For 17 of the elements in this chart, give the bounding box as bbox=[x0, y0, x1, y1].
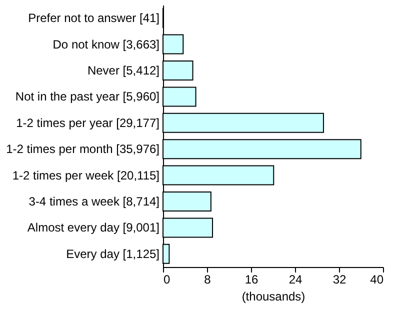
x-tick-label: 32 bbox=[332, 272, 346, 286]
y-tick-label: 1-2 times per week [20,115] bbox=[12, 168, 160, 182]
y-tick-label: Not in the past year [5,960] bbox=[15, 90, 160, 104]
y-tick-label: Never [5,412] bbox=[87, 64, 160, 78]
y-tick-label: Prefer not to answer [41] bbox=[28, 11, 160, 26]
x-tick-label: 0 bbox=[164, 272, 170, 286]
y-tick-label: 1-2 times per year [29,177] bbox=[16, 116, 160, 130]
x-axis-title: (thousands) bbox=[242, 290, 306, 304]
x-tick-label: 24 bbox=[288, 272, 302, 286]
y-tick-label: 3-4 times a week [8,714] bbox=[28, 194, 160, 208]
y-tick-label: Do not know [3,663] bbox=[52, 37, 160, 52]
x-tick-label: 16 bbox=[244, 272, 258, 286]
y-tick-label: Almost every day [9,001] bbox=[27, 220, 160, 235]
x-tick-label: 8 bbox=[204, 272, 212, 286]
x-tick-label: 40 bbox=[370, 272, 384, 286]
y-tick-label: Every day [1,125] bbox=[66, 246, 160, 261]
y-tick-label: 1-2 times per month [35,976] bbox=[6, 142, 160, 156]
